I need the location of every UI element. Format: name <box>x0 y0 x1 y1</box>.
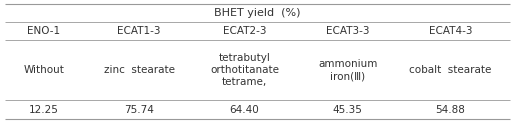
Text: Without: Without <box>23 65 64 75</box>
Text: cobalt  stearate: cobalt stearate <box>409 65 492 75</box>
Text: 45.35: 45.35 <box>333 105 363 114</box>
Text: 64.40: 64.40 <box>230 105 260 114</box>
Text: ECAT3-3: ECAT3-3 <box>326 26 369 36</box>
Text: ECAT2-3: ECAT2-3 <box>223 26 266 36</box>
Text: ENO-1: ENO-1 <box>27 26 60 36</box>
Text: ammonium
iron(Ⅲ): ammonium iron(Ⅲ) <box>318 59 377 81</box>
Text: tetrabutyl
orthotitanate
tetrame,: tetrabutyl orthotitanate tetrame, <box>210 53 279 87</box>
Text: ECAT4-3: ECAT4-3 <box>429 26 472 36</box>
Text: 12.25: 12.25 <box>29 105 59 114</box>
Text: 54.88: 54.88 <box>436 105 466 114</box>
Text: BHET yield  (%): BHET yield (%) <box>214 8 301 18</box>
Text: 75.74: 75.74 <box>124 105 154 114</box>
Text: zinc  stearate: zinc stearate <box>104 65 175 75</box>
Text: ECAT1-3: ECAT1-3 <box>117 26 161 36</box>
